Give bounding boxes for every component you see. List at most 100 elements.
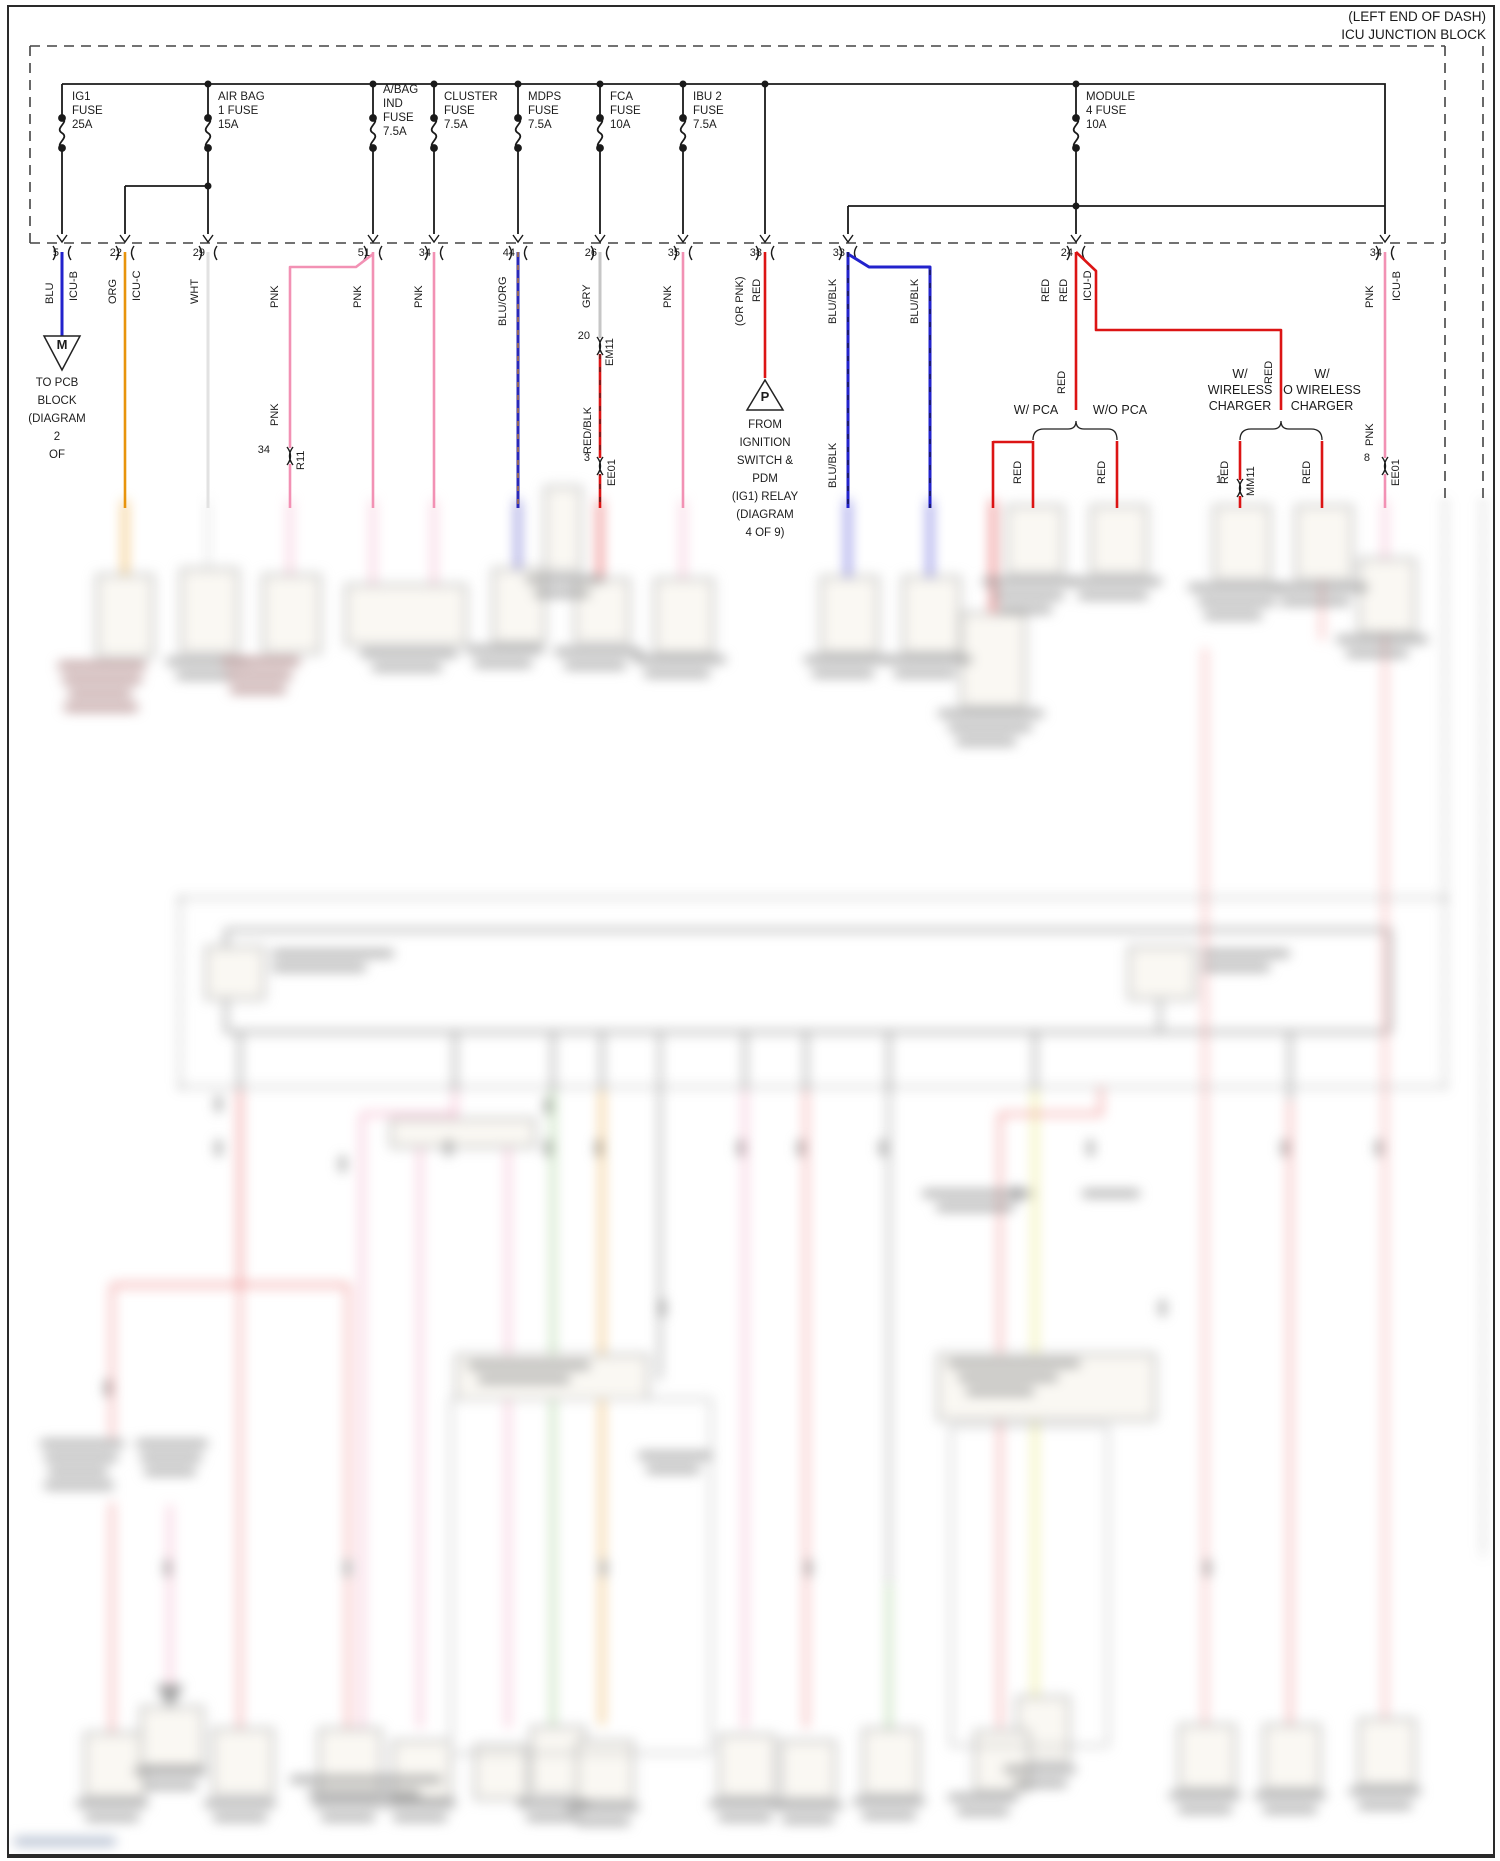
ghost-bar	[1280, 598, 1350, 605]
ghost-box	[654, 578, 714, 654]
ghost-bar	[62, 676, 142, 683]
ghost-bar	[554, 648, 642, 655]
ghost-bar	[230, 686, 286, 693]
ghost-box	[1090, 505, 1148, 575]
inline-connector-symbols	[285, 336, 1390, 498]
ghost-blob	[1205, 1560, 1210, 1576]
header-location-note: (LEFT END OF DASH)	[1348, 9, 1486, 24]
ghost-bar	[360, 650, 458, 657]
ghost-bar	[136, 1440, 208, 1447]
triangle-p-from-ignition	[745, 378, 785, 411]
ghost-bar	[634, 656, 726, 663]
ghost-bar	[1349, 1788, 1421, 1795]
ghost-bar	[393, 1814, 447, 1821]
ghost-bar	[1013, 1780, 1067, 1787]
ghost-bar	[222, 658, 300, 665]
ghost-blob	[596, 1140, 601, 1156]
ghost-bar	[1270, 584, 1368, 591]
ghost-bar	[14, 1838, 116, 1845]
option-braces	[1032, 420, 1323, 441]
ghost-box	[1006, 505, 1064, 575]
ghost-box	[574, 578, 630, 644]
ghost-blob	[880, 1140, 885, 1156]
ghost-bar	[782, 1816, 834, 1823]
ghost-blob	[105, 1380, 110, 1396]
ghost-blob	[1160, 1300, 1165, 1316]
ghost-bar	[1204, 612, 1262, 619]
ghost-bar	[312, 1800, 384, 1807]
ghost-bar	[1202, 950, 1290, 957]
ghost-bar	[48, 1468, 108, 1475]
ghost-bar	[213, 1814, 267, 1821]
power-bus-lines	[62, 83, 1386, 234]
ghost-bar	[958, 1374, 1058, 1381]
ghost-blob	[806, 1560, 811, 1576]
wire-red-module-branch	[991, 440, 1032, 508]
ghost-bar	[44, 1482, 114, 1489]
ghost-bar	[76, 1800, 148, 1807]
ghost-bar	[1178, 1806, 1232, 1813]
ghost-box	[262, 574, 321, 654]
ghost-tall	[450, 1398, 712, 1754]
ghost-box	[140, 1706, 204, 1768]
ghost-blob	[601, 1560, 606, 1576]
wires	[60, 251, 1387, 508]
ghost-box	[1213, 505, 1271, 581]
ghost-bar	[804, 656, 890, 663]
ghost-bar	[143, 1782, 197, 1789]
ghost-bar	[1198, 598, 1276, 605]
wire-blu-blk-33-branch	[847, 252, 932, 508]
ghost-blob	[216, 1140, 221, 1156]
icu-junction-block-outline	[29, 45, 1484, 505]
ghost-bar	[1202, 964, 1270, 971]
ghost-box	[576, 1740, 634, 1802]
ghost-bar	[862, 1812, 916, 1819]
wire-pnk-51-branch	[288, 252, 374, 508]
ghost-blob	[545, 1098, 550, 1114]
ghost-bar	[1336, 636, 1428, 643]
ghost-bar	[468, 1362, 590, 1369]
ghost-bar	[144, 1468, 196, 1475]
ghost-box	[96, 574, 154, 658]
ghost-box	[1263, 1724, 1321, 1790]
triangle-m-to-pcb	[42, 335, 82, 372]
ghost-bar	[982, 578, 1076, 585]
ghost-bar	[1078, 592, 1148, 599]
ghost-box	[1295, 505, 1353, 581]
ghost-box	[718, 1734, 776, 1798]
ghost-blob	[660, 1300, 665, 1316]
ghost-bar	[474, 660, 532, 667]
ghost-bar	[998, 606, 1052, 613]
ghost-bar	[1254, 1792, 1326, 1799]
ghost-bar	[1263, 1806, 1317, 1813]
ghost-bar	[204, 1800, 276, 1807]
connector-exit-marks	[52, 234, 1395, 261]
ghost-bar	[140, 1454, 202, 1461]
ghost-bar	[68, 690, 132, 697]
ghost-blob	[1376, 1140, 1381, 1156]
ghost-bar	[308, 1790, 420, 1797]
ghost-bar	[646, 1466, 700, 1473]
ghost-box	[780, 1740, 836, 1800]
ghost-bar	[372, 664, 442, 671]
ghost-blob	[798, 1140, 803, 1156]
ghost-bar	[166, 658, 248, 665]
ghost-bar	[956, 738, 1016, 745]
ghost-bar	[321, 1814, 375, 1821]
ghost-bar	[272, 950, 394, 957]
ghost-box	[1358, 558, 1416, 634]
ghost-bar	[709, 1800, 781, 1807]
wire-red-24-branch	[1075, 251, 1283, 410]
ghost-box	[862, 1728, 920, 1796]
ghost-bar	[1082, 1190, 1140, 1197]
ghost-box	[1358, 1718, 1416, 1786]
ghost-bar	[957, 1808, 1009, 1815]
ghost-box	[544, 486, 582, 572]
ghost-blob	[1282, 1140, 1287, 1156]
ghost-bar	[384, 1800, 456, 1807]
ghost-bar	[526, 1814, 580, 1821]
ghost-tall	[950, 1425, 1109, 1747]
